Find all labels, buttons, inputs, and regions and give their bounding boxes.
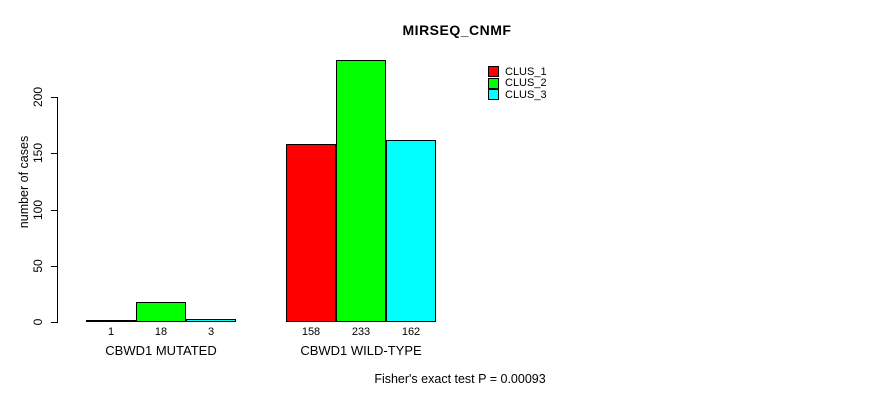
bar-clus_1-mutated — [86, 320, 136, 322]
legend-swatch-clus-1 — [488, 66, 499, 78]
y-tick-mark — [51, 266, 57, 267]
y-tick-label: 150 — [31, 142, 45, 164]
legend: CLUS_1 CLUS_2 CLUS_3 — [488, 66, 547, 101]
bar-value-label: 3 — [207, 326, 215, 338]
legend-label: CLUS_1 — [505, 65, 547, 78]
bar-clus_2-mutated — [136, 302, 186, 322]
y-tick-mark — [51, 97, 57, 98]
y-tick-mark — [51, 153, 57, 154]
legend-item-clus-3: CLUS_3 — [488, 89, 547, 101]
category-label: CBWD1 MUTATED — [105, 343, 217, 358]
legend-swatch-clus-3 — [488, 89, 499, 101]
bar-value-label: 162 — [401, 326, 421, 338]
legend-item-clus-2: CLUS_2 — [488, 77, 547, 90]
bar-value-label: 18 — [154, 326, 168, 338]
legend-swatch-clus-2 — [488, 77, 499, 89]
bar-clus_3-wildtype — [386, 140, 436, 322]
legend-label: CLUS_3 — [505, 88, 547, 101]
bar-clus_2-wildtype — [336, 60, 386, 322]
y-tick-label: 50 — [31, 259, 45, 273]
annotation-fisher-test: Fisher's exact test P = 0.00093 — [374, 372, 546, 386]
y-tick-label: 0 — [31, 318, 45, 326]
y-tick-label: 200 — [31, 86, 45, 108]
bar-value-label: 233 — [351, 326, 371, 338]
y-axis-label: number of cases — [17, 135, 31, 229]
bar-value-label: 1 — [107, 326, 115, 338]
bar-clus_1-wildtype — [286, 144, 336, 322]
y-axis-line — [57, 97, 58, 323]
y-tick-label: 100 — [31, 199, 45, 221]
legend-label: CLUS_2 — [505, 77, 547, 90]
category-label: CBWD1 WILD-TYPE — [300, 343, 422, 358]
legend-item-clus-1: CLUS_1 — [488, 66, 547, 78]
bar-value-label: 158 — [301, 326, 321, 338]
y-tick-mark — [51, 210, 57, 211]
y-tick-mark — [51, 322, 57, 323]
bar-clus_3-mutated — [186, 319, 236, 322]
chart-title: MIRSEQ_CNMF — [402, 22, 512, 38]
